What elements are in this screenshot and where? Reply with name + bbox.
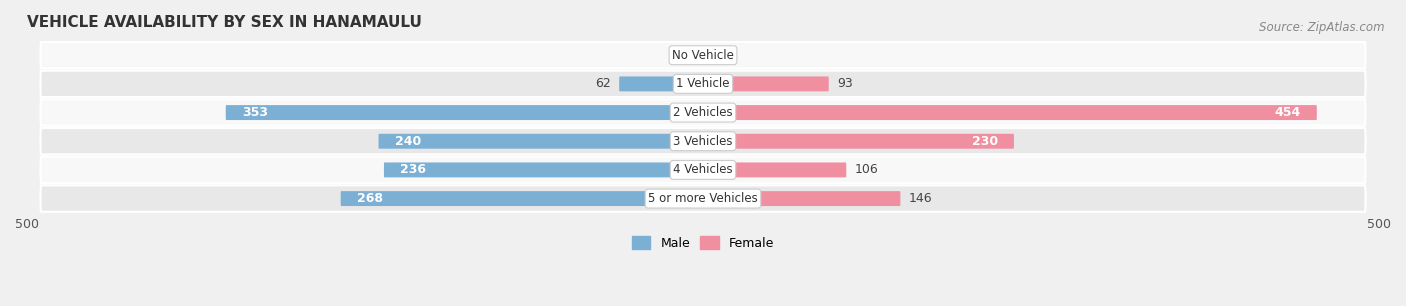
FancyBboxPatch shape (41, 128, 1365, 155)
Text: 240: 240 (395, 135, 420, 148)
Text: 62: 62 (595, 77, 612, 90)
Text: 2 Vehicles: 2 Vehicles (673, 106, 733, 119)
Text: VEHICLE AVAILABILITY BY SEX IN HANAMAULU: VEHICLE AVAILABILITY BY SEX IN HANAMAULU (27, 15, 422, 30)
FancyBboxPatch shape (378, 134, 703, 149)
Text: 230: 230 (972, 135, 998, 148)
FancyBboxPatch shape (41, 42, 1365, 69)
FancyBboxPatch shape (226, 105, 703, 120)
Text: 0: 0 (688, 49, 695, 62)
FancyBboxPatch shape (703, 162, 846, 177)
FancyBboxPatch shape (41, 185, 1365, 212)
Text: 4 Vehicles: 4 Vehicles (673, 163, 733, 177)
FancyBboxPatch shape (703, 76, 828, 91)
FancyBboxPatch shape (619, 76, 703, 91)
FancyBboxPatch shape (340, 191, 703, 206)
Text: 146: 146 (908, 192, 932, 205)
FancyBboxPatch shape (703, 134, 1014, 149)
Text: 1: 1 (713, 49, 720, 62)
Text: 3 Vehicles: 3 Vehicles (673, 135, 733, 148)
Text: No Vehicle: No Vehicle (672, 49, 734, 62)
Text: 236: 236 (401, 163, 426, 177)
FancyBboxPatch shape (41, 99, 1365, 126)
Text: 5 or more Vehicles: 5 or more Vehicles (648, 192, 758, 205)
Legend: Male, Female: Male, Female (627, 231, 779, 255)
Text: 454: 454 (1274, 106, 1301, 119)
FancyBboxPatch shape (703, 191, 900, 206)
FancyBboxPatch shape (703, 105, 1317, 120)
Text: 106: 106 (855, 163, 879, 177)
FancyBboxPatch shape (41, 157, 1365, 183)
Text: 93: 93 (837, 77, 852, 90)
FancyBboxPatch shape (384, 162, 703, 177)
Text: 353: 353 (242, 106, 269, 119)
Text: Source: ZipAtlas.com: Source: ZipAtlas.com (1260, 21, 1385, 34)
Text: 268: 268 (357, 192, 382, 205)
Text: 1 Vehicle: 1 Vehicle (676, 77, 730, 90)
FancyBboxPatch shape (41, 71, 1365, 97)
